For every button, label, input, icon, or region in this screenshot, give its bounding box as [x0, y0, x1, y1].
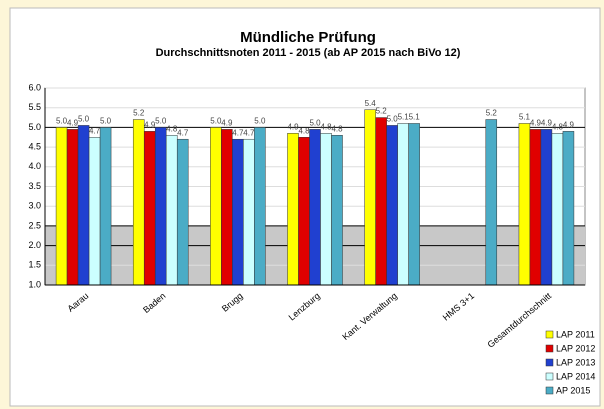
bar — [386, 125, 398, 286]
legend-swatch — [545, 358, 554, 367]
bar — [66, 129, 79, 286]
value-label: 5.2 — [133, 109, 145, 118]
bar — [298, 137, 310, 286]
legend-label: LAP 2012 — [556, 343, 595, 353]
y-tick-label: 3.0 — [28, 201, 41, 211]
value-label: 5.1 — [409, 113, 421, 122]
value-label: 5.0 — [100, 117, 112, 126]
legend-label: LAP 2013 — [556, 357, 595, 367]
value-label: 4.8 — [331, 124, 343, 133]
bar — [210, 127, 222, 286]
y-tick-label: 2.5 — [28, 220, 41, 230]
value-label: 5.1 — [398, 113, 410, 122]
bar — [518, 123, 531, 286]
value-label: 4.8 — [552, 122, 564, 131]
value-label: 4.9 — [144, 120, 156, 129]
legend-swatch — [545, 330, 554, 339]
bar — [331, 135, 343, 286]
bar — [309, 129, 321, 286]
value-label: 5.4 — [365, 99, 377, 108]
value-label: 5.0 — [78, 115, 90, 124]
value-label: 5.0 — [210, 117, 222, 126]
value-label: 5.1 — [519, 113, 531, 122]
value-label: 4.9 — [221, 118, 233, 127]
bar — [132, 119, 145, 286]
bar — [55, 127, 68, 286]
bar — [364, 109, 376, 286]
bar — [154, 127, 167, 286]
value-label: 4.7 — [243, 128, 255, 137]
chart-title: Mündliche Prüfung — [240, 29, 376, 46]
bar — [320, 133, 332, 286]
y-tick-label: 1.5 — [28, 260, 41, 270]
value-label: 5.0 — [309, 118, 321, 127]
value-label: 4.7 — [232, 128, 244, 137]
legend-label: LAP 2014 — [556, 371, 595, 381]
value-label: 4.8 — [320, 122, 332, 131]
value-label: 5.0 — [155, 117, 167, 126]
bar — [408, 123, 420, 286]
value-label: 4.8 — [166, 124, 178, 133]
legend-swatch — [545, 386, 554, 395]
bar — [232, 138, 244, 286]
y-tick-label: 6.0 — [28, 82, 41, 92]
y-tick-label: 1.0 — [28, 279, 41, 289]
chart-subtitle: Durchschnittsnoten 2011 - 2015 (ab AP 20… — [156, 47, 461, 59]
value-label: 4.7 — [89, 126, 101, 135]
y-tick-label: 4.5 — [28, 141, 41, 151]
bar — [88, 137, 101, 286]
bar — [529, 129, 542, 286]
value-label: 5.2 — [376, 107, 388, 116]
bar — [221, 129, 233, 286]
bar — [287, 133, 299, 286]
value-label: 5.0 — [387, 115, 399, 124]
y-tick-label: 3.5 — [28, 181, 41, 191]
legend-swatch — [545, 372, 554, 381]
bar — [562, 131, 575, 286]
y-tick-label: 5.5 — [28, 102, 41, 112]
bar — [551, 133, 564, 286]
bar — [397, 123, 409, 286]
bar — [375, 117, 387, 286]
bar — [243, 138, 255, 286]
legend-label: LAP 2011 — [556, 329, 595, 339]
bar — [254, 127, 266, 286]
y-tick-label: 4.0 — [28, 161, 41, 171]
bar — [165, 135, 178, 286]
bar — [77, 125, 90, 286]
value-label: 4.9 — [530, 118, 542, 127]
value-label: 4.9 — [67, 118, 79, 127]
y-tick-label: 2.0 — [28, 240, 41, 250]
bar — [176, 138, 189, 286]
value-label: 4.9 — [563, 120, 575, 129]
bar — [99, 127, 112, 286]
value-label: 4.8 — [298, 126, 310, 135]
value-label: 5.2 — [486, 109, 498, 118]
bar — [485, 119, 498, 286]
legend-label: AP 2015 — [556, 385, 590, 395]
value-label: 5.0 — [254, 117, 266, 126]
value-label: 4.9 — [287, 122, 299, 131]
value-label: 4.7 — [177, 128, 189, 137]
legend-swatch — [545, 344, 554, 353]
value-label: 5.0 — [56, 117, 68, 126]
bar — [143, 131, 156, 286]
bar — [540, 129, 553, 286]
y-tick-label: 5.0 — [28, 122, 41, 132]
value-label: 4.9 — [541, 118, 553, 127]
